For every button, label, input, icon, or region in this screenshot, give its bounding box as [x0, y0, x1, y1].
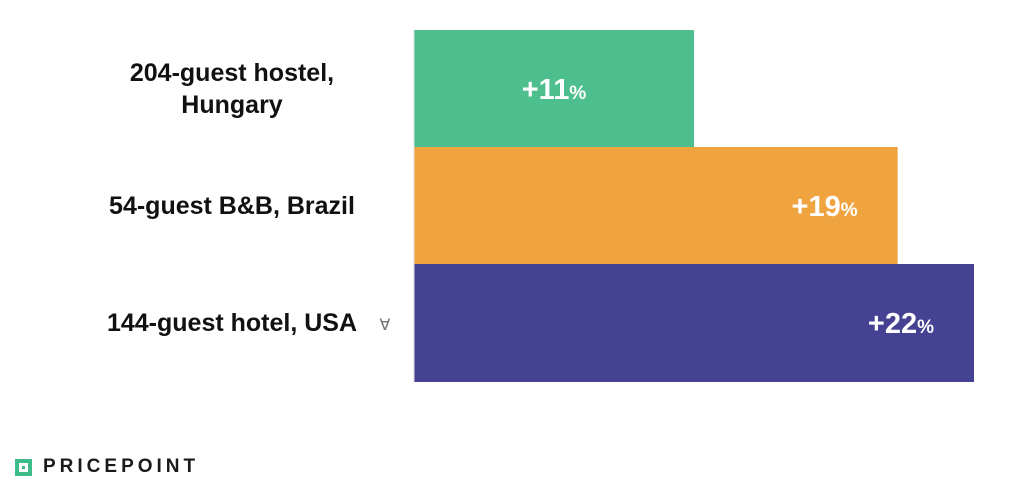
bar-value-unit: % [917, 317, 934, 338]
bar-2 [414, 147, 898, 265]
bar-1 [414, 30, 694, 148]
bar-value-unit: % [841, 200, 858, 221]
bar-value-unit: % [569, 83, 586, 104]
brand-name: PRICEPOINT [43, 456, 200, 477]
bar-value-label-2: +19% [792, 191, 858, 223]
bars-layer [414, 30, 974, 382]
square-logo-icon [15, 458, 32, 476]
bar-3 [414, 264, 974, 382]
bar-value-label-1: +11% [522, 74, 587, 106]
category-label-3: 144-guest hotel, USA [107, 309, 357, 337]
category-label-line: 54-guest B&B, Brazil [109, 192, 355, 220]
category-label-2: 54-guest B&B, Brazil [109, 192, 355, 220]
stray-mark: Ɐ [380, 315, 391, 334]
bar-value-number: +19 [792, 191, 841, 223]
labels-layer: +11% 204-guest hostel, Hungary +19% 54-guest… [107, 59, 934, 340]
bar-value-label-3: +22% [868, 308, 934, 340]
bar-value-number: +22 [868, 308, 917, 340]
brand-logo: PRICEPOINT [15, 456, 199, 478]
category-label-line: 144-guest hotel, USA [107, 309, 357, 337]
bar-value-number: +11 [522, 74, 570, 106]
category-label-1: 204-guest hostel, Hungary [130, 59, 334, 119]
category-label-line: 204-guest hostel, [130, 59, 334, 87]
category-label-line: Hungary [181, 91, 283, 119]
